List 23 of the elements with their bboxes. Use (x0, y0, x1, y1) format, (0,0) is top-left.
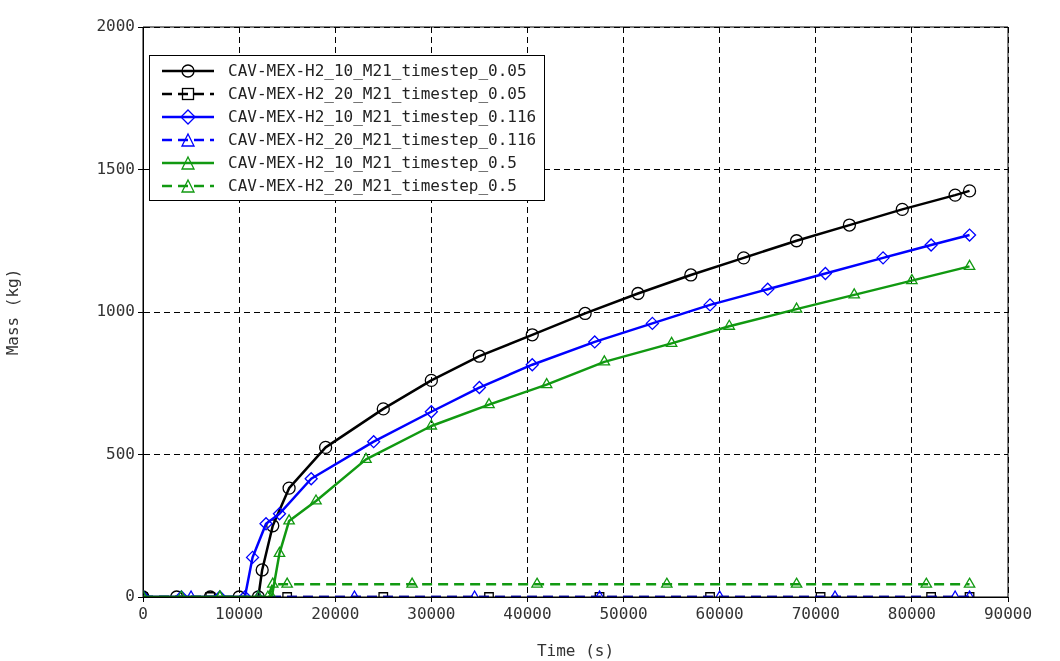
x-tick-label: 60000 (695, 603, 744, 623)
legend-label: CAV-MEX-H2_10_M21_timestep_0.116 (228, 107, 537, 126)
legend-label: CAV-MEX-H2_20_M21_timestep_0.5 (228, 176, 517, 195)
x-tick-label: 50000 (599, 603, 648, 623)
legend-label: CAV-MEX-H2_10_M21_timestep_0.05 (228, 61, 527, 80)
y-tick-label: 500 (106, 443, 135, 463)
x-tick-label: 80000 (887, 603, 936, 623)
y-axis-title: Mass (kg) (2, 268, 22, 356)
y-tick-label: 2000 (96, 16, 135, 36)
x-tick-label: 20000 (311, 603, 360, 623)
legend-label: CAV-MEX-H2_10_M21_timestep_0.5 (228, 153, 517, 172)
x-tick-label: 70000 (791, 603, 840, 623)
x-axis-title: Time (s) (536, 640, 615, 660)
x-tick-label: 90000 (983, 603, 1033, 623)
y-tick-label: 1000 (96, 301, 135, 321)
legend-label: CAV-MEX-H2_20_M21_timestep_0.116 (228, 130, 537, 149)
x-tick-label: 0 (138, 603, 148, 623)
y-tick-label: 0 (125, 586, 135, 606)
x-tick-label: 10000 (215, 603, 264, 623)
legend-label: CAV-MEX-H2_20_M21_timestep_0.05 (228, 84, 527, 103)
x-tick-label: 30000 (407, 603, 456, 623)
y-tick-label: 1500 (96, 158, 135, 178)
x-tick-label: 40000 (503, 603, 552, 623)
